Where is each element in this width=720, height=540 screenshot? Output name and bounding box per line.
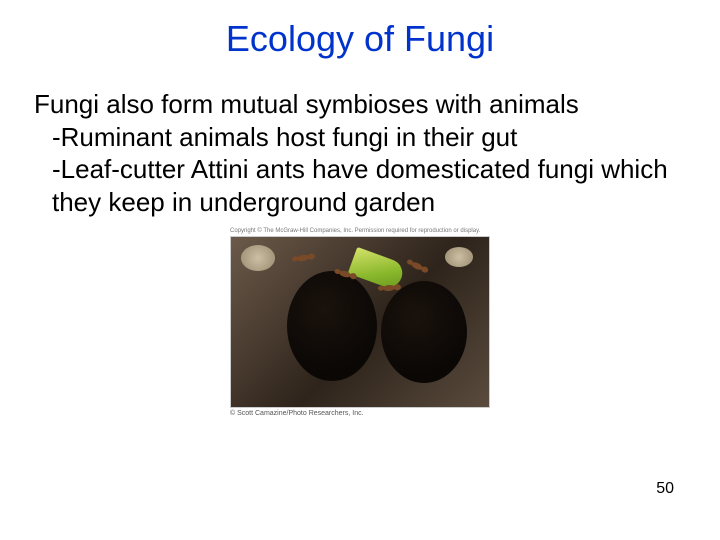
fungus-mass-icon (445, 247, 473, 267)
nest-cavity-icon (381, 281, 467, 383)
ant-icon (410, 261, 423, 272)
ant-icon (383, 284, 395, 291)
figure: Copyright © The McGraw-Hill Companies, I… (230, 226, 490, 417)
figure-copyright: Copyright © The McGraw-Hill Companies, I… (230, 226, 490, 236)
figure-credit: © Scott Camazine/Photo Researchers, Inc. (230, 408, 490, 417)
body-point-2: -Leaf-cutter Attini ants have domesticat… (34, 153, 690, 218)
body-point-1: -Ruminant animals host fungi in their gu… (34, 121, 690, 154)
body-intro: Fungi also form mutual symbioses with an… (34, 88, 690, 121)
page-number: 50 (656, 480, 674, 498)
ants-photo (230, 236, 490, 408)
figure-container: Copyright © The McGraw-Hill Companies, I… (0, 226, 720, 420)
nest-cavity-icon (287, 271, 377, 381)
slide-body: Fungi also form mutual symbioses with an… (0, 60, 720, 218)
fungus-mass-icon (241, 245, 275, 271)
ant-icon (297, 254, 310, 262)
slide-title: Ecology of Fungi (0, 0, 720, 60)
